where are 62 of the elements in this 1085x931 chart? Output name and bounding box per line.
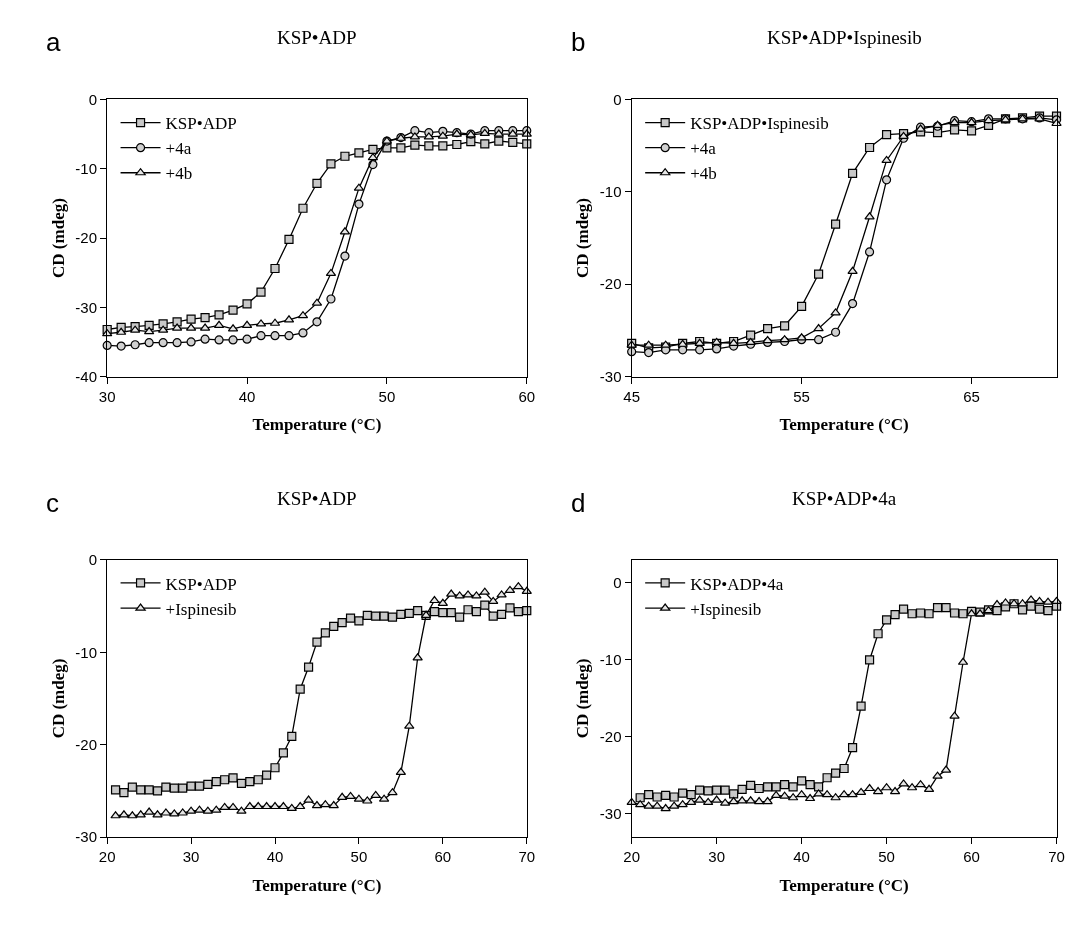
y-tick-label: 0: [613, 574, 622, 592]
y-tick-label: 0: [613, 90, 622, 108]
legend-label: KSP•ADP•4a: [690, 574, 784, 594]
text: d: [571, 488, 586, 518]
x-tick-label: 70: [518, 848, 536, 866]
y-tick-label: -30: [599, 367, 622, 385]
chart-title: KSP•ADP•Ispinesib: [767, 27, 922, 48]
x-tick-label: 60: [963, 848, 980, 866]
chart-title: KSP•ADP: [277, 488, 357, 509]
text: b: [571, 27, 586, 57]
y-axis-title: CD (mdeg): [48, 658, 68, 739]
x-tick-label: 40: [793, 848, 810, 866]
y-axis-title: CD (mdeg): [573, 658, 593, 739]
y-axis-title: CD (mdeg): [573, 198, 593, 278]
legend-label: KSP•ADP•Ispinesib: [690, 114, 829, 134]
x-tick-label: 50: [378, 387, 396, 405]
y-tick-label: 0: [88, 90, 98, 108]
x-tick-label: 40: [266, 848, 284, 866]
legend-label: KSP•ADP: [165, 114, 237, 134]
x-tick-label: 40: [238, 387, 256, 405]
y-tick-label: -30: [75, 298, 98, 316]
y-tick-label: -10: [75, 160, 98, 177]
y-tick-label: -20: [599, 275, 622, 293]
text: c: [46, 488, 59, 518]
x-tick-label: 60: [518, 387, 536, 405]
x-axis-title: Temperature (°C): [779, 415, 909, 435]
y-tick-label: -20: [599, 728, 622, 746]
legend-label: +4b: [690, 164, 717, 184]
y-tick-label: -10: [599, 651, 622, 669]
x-axis-title: Temperature (°C): [779, 875, 909, 895]
x-tick-label: 70: [1048, 848, 1065, 866]
x-tick-label: 20: [98, 848, 116, 866]
chart-title: KSP•ADP: [277, 27, 357, 48]
chart-title: KSP•ADP•4a: [792, 488, 897, 509]
y-tick-label: -10: [599, 183, 622, 201]
y-tick-label: -40: [75, 367, 98, 385]
legend-label: +4a: [690, 139, 717, 159]
x-tick-label: 50: [350, 848, 368, 866]
y-tick-label: -30: [75, 828, 98, 846]
x-tick-label: 65: [963, 387, 980, 405]
x-tick-label: 20: [623, 848, 641, 866]
x-tick-label: 30: [98, 387, 116, 405]
x-tick-label: 30: [182, 848, 200, 866]
legend-label: KSP•ADP: [165, 574, 237, 594]
legend-label: +4b: [165, 164, 193, 184]
x-axis-title: Temperature (°C): [252, 415, 382, 435]
y-tick-label: -20: [75, 735, 98, 753]
y-tick-label: -30: [599, 805, 622, 823]
x-tick-label: 55: [793, 387, 810, 405]
x-axis-title: Temperature (°C): [252, 875, 382, 895]
x-tick-label: 60: [434, 848, 452, 866]
y-axis-title: CD (mdeg): [48, 198, 68, 278]
legend-label: +4a: [165, 139, 192, 159]
legend-label: +Ispinesib: [690, 599, 762, 619]
x-tick-label: 45: [623, 387, 641, 405]
y-tick-label: -10: [75, 643, 98, 661]
legend-label: +Ispinesib: [165, 599, 237, 619]
y-tick-label: 0: [88, 551, 98, 569]
x-tick-label: 30: [708, 848, 725, 866]
text: a: [46, 27, 61, 57]
y-tick-label: -20: [75, 229, 98, 247]
x-tick-label: 50: [878, 848, 895, 866]
